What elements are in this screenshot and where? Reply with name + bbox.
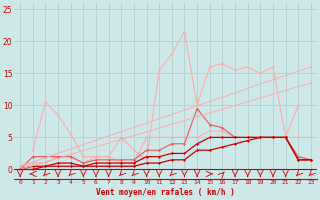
X-axis label: Vent moyen/en rafales ( km/h ): Vent moyen/en rafales ( km/h )	[96, 188, 235, 197]
